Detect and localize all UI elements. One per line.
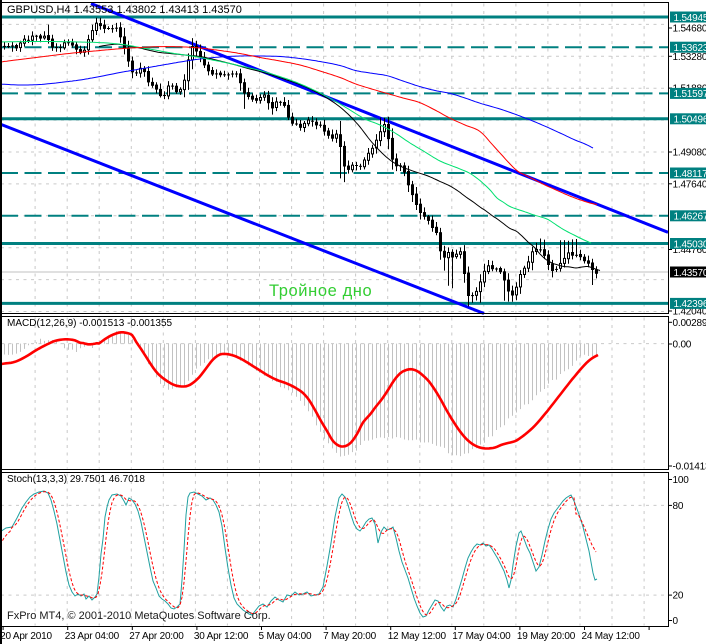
svg-text:80: 80 [673, 501, 684, 512]
svg-text:17 May 04:00: 17 May 04:00 [452, 631, 511, 642]
svg-text:7 May 20:00: 7 May 20:00 [323, 631, 376, 642]
svg-text:30 Apr 12:00: 30 Apr 12:00 [194, 631, 249, 642]
svg-text:1.47640: 1.47640 [673, 179, 706, 190]
svg-text:1.45030: 1.45030 [674, 239, 706, 250]
svg-text:1.42040: 1.42040 [673, 307, 706, 318]
svg-text:FxPro MT4, © 2001-2010 MetaQuo: FxPro MT4, © 2001-2010 MetaQuotes Softwa… [7, 610, 271, 622]
svg-text:24 May 12:00: 24 May 12:00 [582, 631, 641, 642]
svg-text:5 May 04:00: 5 May 04:00 [259, 631, 312, 642]
svg-text:20: 20 [673, 591, 684, 602]
svg-text:1.51597: 1.51597 [674, 89, 706, 100]
svg-text:20 Apr 2010: 20 Apr 2010 [0, 631, 52, 642]
svg-text:12 May 12:00: 12 May 12:00 [388, 631, 447, 642]
svg-text:1.50496: 1.50496 [674, 115, 706, 126]
svg-text:MACD(12,26,9) -0.001513 -0.001: MACD(12,26,9) -0.001513 -0.001355 [7, 318, 173, 329]
svg-text:-0.01413: -0.01413 [673, 462, 706, 473]
svg-text:0.00: 0.00 [673, 340, 692, 351]
svg-text:23 Apr 04:00: 23 Apr 04:00 [65, 631, 120, 642]
svg-text:0: 0 [673, 616, 679, 627]
svg-text:1.54945: 1.54945 [674, 13, 706, 24]
svg-text:100: 100 [673, 475, 690, 486]
svg-text:Stoch(13,3,3) 29.7501 46.7018: Stoch(13,3,3) 29.7501 46.7018 [7, 474, 145, 485]
svg-text:1.46267: 1.46267 [674, 212, 706, 223]
svg-text:1.53280: 1.53280 [673, 52, 706, 63]
svg-text:0.00289: 0.00289 [673, 318, 706, 329]
svg-text:1.43570: 1.43570 [674, 268, 706, 279]
svg-text:1.54680: 1.54680 [673, 24, 706, 35]
svg-text:1.53623: 1.53623 [674, 43, 706, 54]
svg-text:19 May 20:00: 19 May 20:00 [517, 631, 576, 642]
svg-text:1.44760: 1.44760 [673, 245, 706, 256]
svg-text:1.49080: 1.49080 [673, 148, 706, 159]
svg-text:27 Apr 20:00: 27 Apr 20:00 [129, 631, 184, 642]
svg-text:GBPUSD,H4 1.43553 1.43802 1.4: GBPUSD,H4 1.43553 1.43802 1.43413 1.4357… [7, 4, 242, 16]
svg-text:Тройное дно: Тройное дно [269, 282, 372, 300]
svg-text:1.42396: 1.42396 [674, 299, 706, 310]
svg-text:1.48117: 1.48117 [674, 169, 706, 180]
